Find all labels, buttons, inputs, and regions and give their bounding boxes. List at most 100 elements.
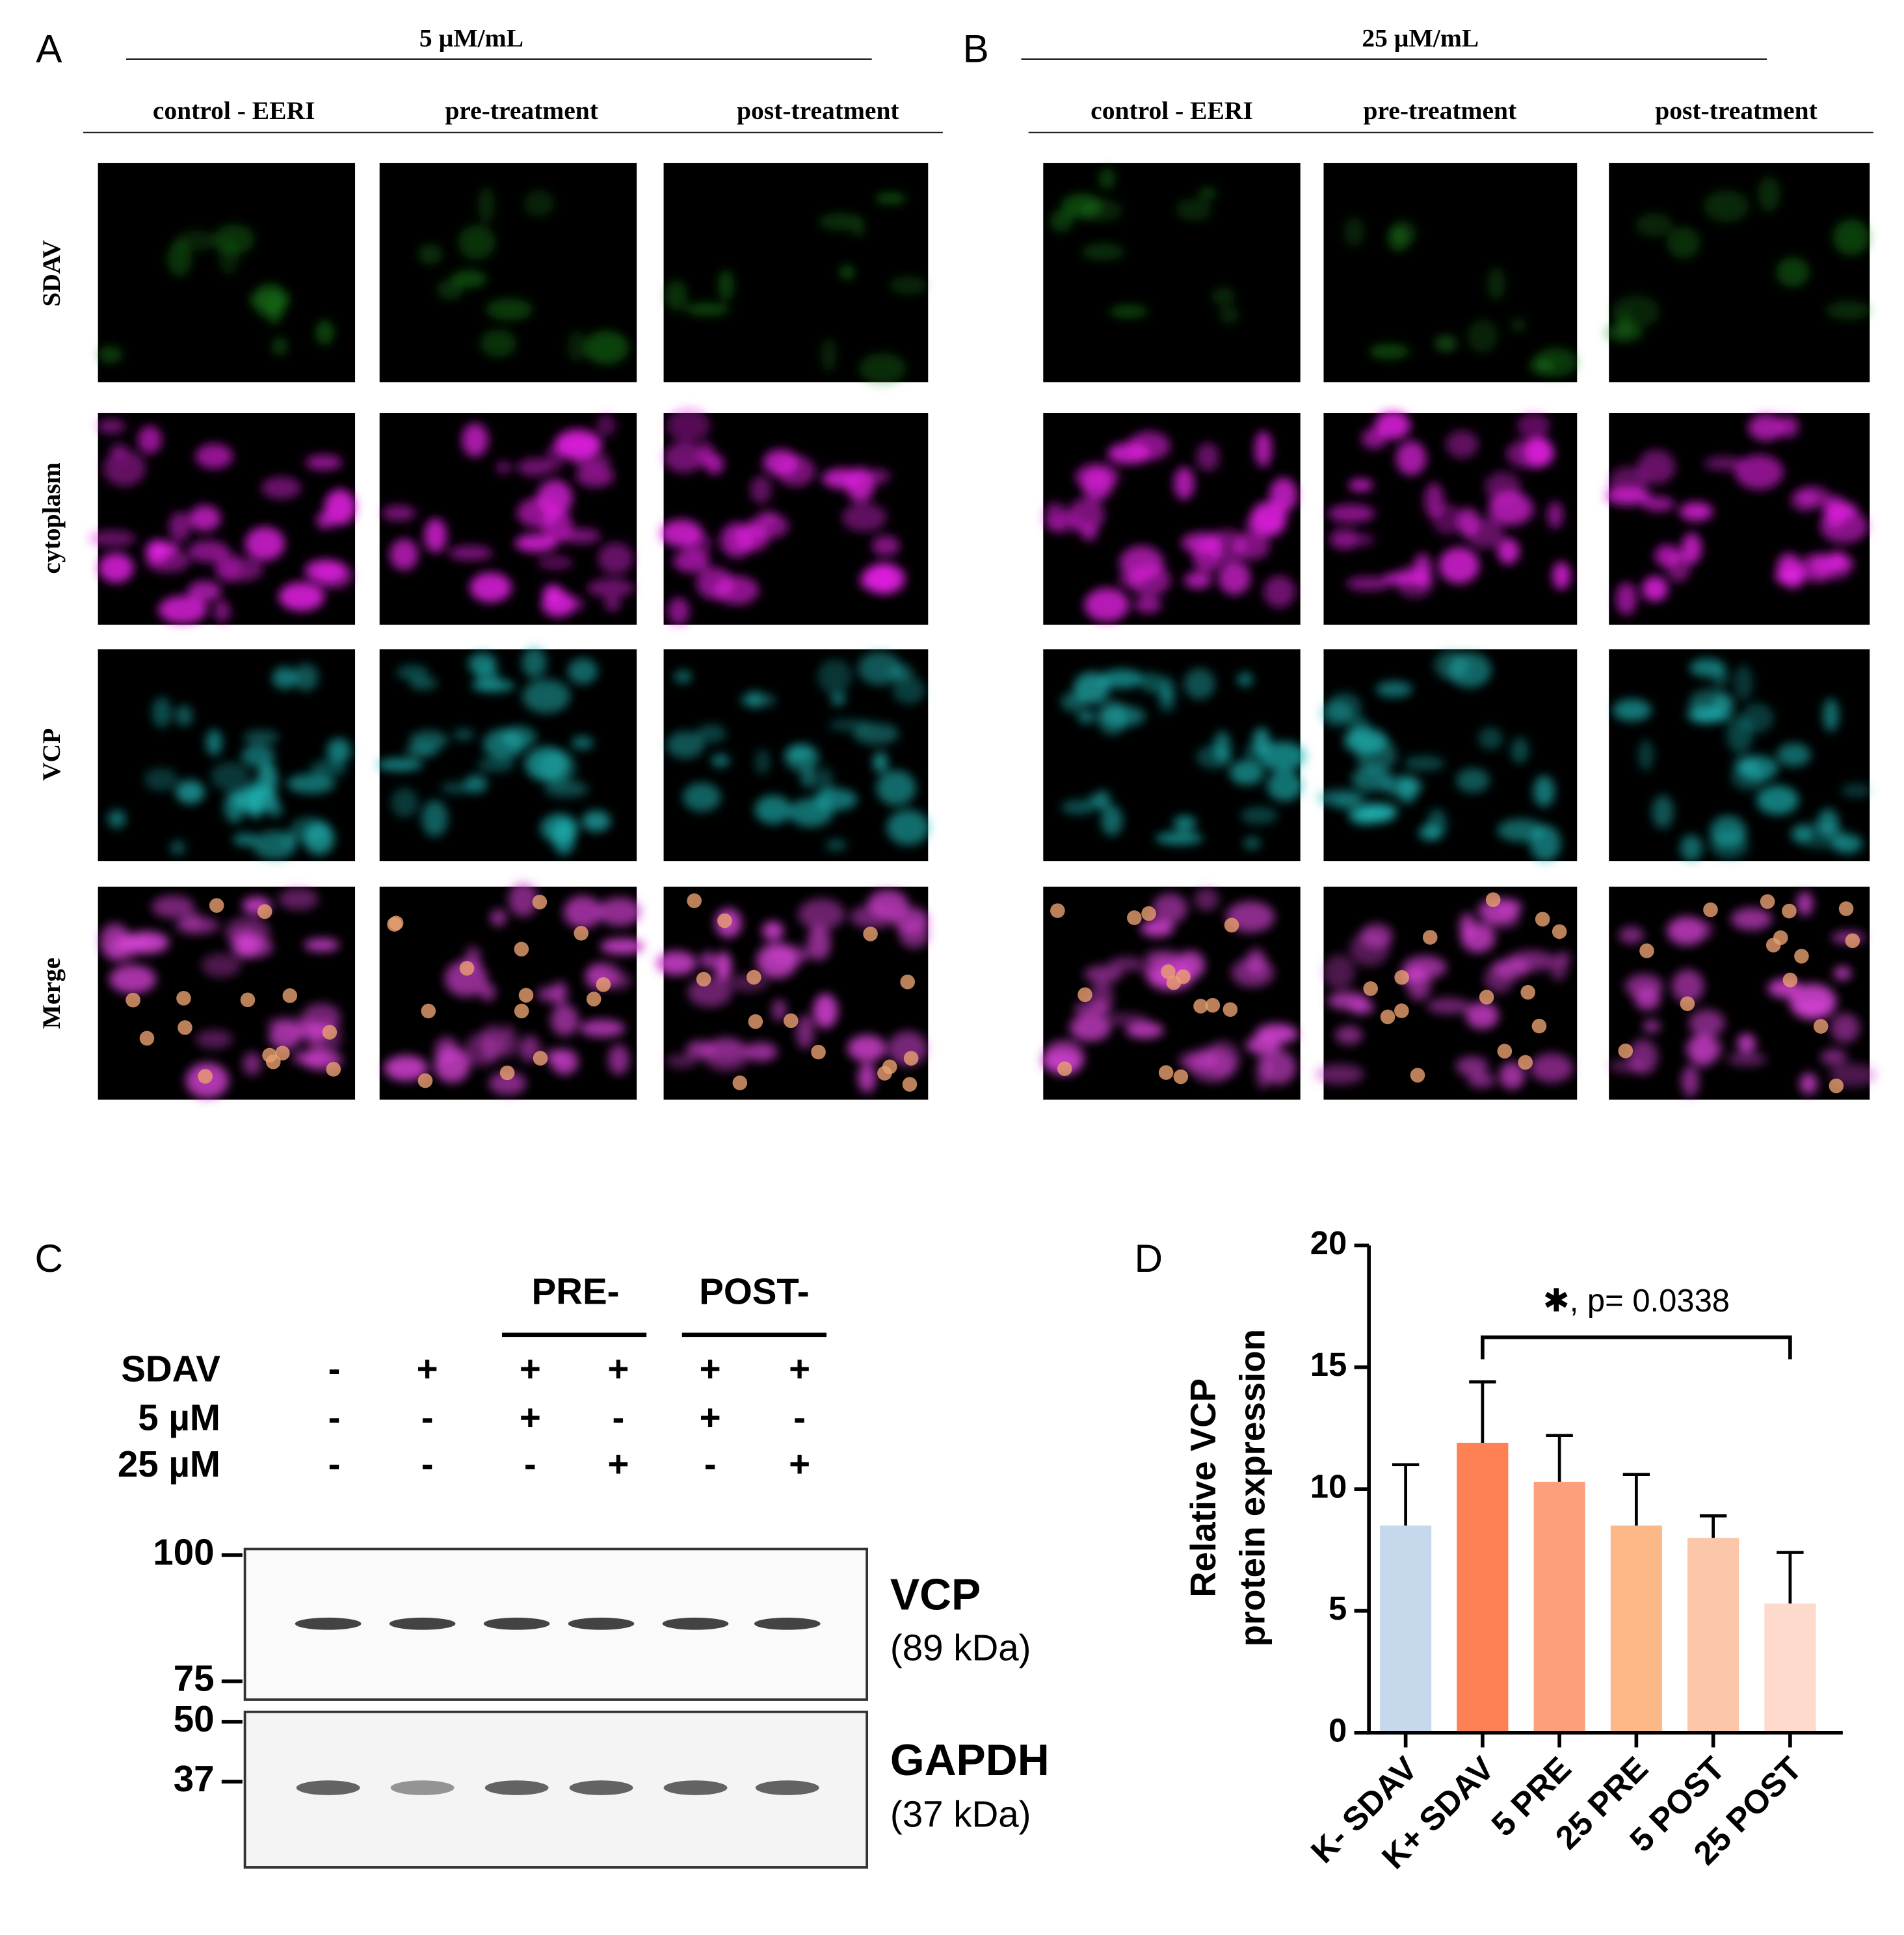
cells — [660, 408, 905, 625]
nucleus — [1193, 999, 1208, 1014]
cell — [211, 761, 250, 791]
cell — [271, 336, 289, 356]
condition-label: 5 µM — [138, 1397, 220, 1438]
column-header: control - EERI — [1091, 96, 1253, 125]
cell — [1530, 1053, 1574, 1083]
cell — [1348, 716, 1371, 746]
cell — [218, 240, 239, 275]
nucleus — [275, 1046, 290, 1060]
nucleus — [1782, 903, 1797, 919]
condition-sign: + — [607, 1443, 629, 1484]
nucleus — [1141, 906, 1156, 921]
cell — [667, 597, 690, 625]
marker-label: 37 — [174, 1758, 215, 1799]
gapdh-band — [484, 1780, 549, 1795]
cells — [1604, 176, 1871, 342]
nucleus — [903, 1051, 919, 1066]
cell — [152, 895, 195, 918]
cell — [1830, 1013, 1860, 1043]
cell — [1083, 965, 1122, 983]
cell — [1390, 220, 1417, 246]
cell — [858, 652, 902, 685]
cell — [280, 832, 298, 849]
cell — [483, 729, 525, 760]
cell — [1262, 1049, 1296, 1085]
nucleus — [326, 1062, 341, 1077]
cell — [800, 767, 817, 788]
cell — [1488, 490, 1531, 525]
nucleus — [499, 1065, 515, 1081]
condition-label: 25 µM — [118, 1443, 220, 1484]
cell — [253, 283, 288, 319]
nucleus — [1161, 964, 1176, 979]
cell — [1635, 213, 1673, 237]
cell — [1652, 795, 1674, 829]
condition-sign: + — [700, 1397, 721, 1438]
nucleus — [1520, 984, 1535, 1000]
condition-sign: + — [520, 1397, 541, 1438]
cell — [195, 443, 233, 469]
cell — [1246, 1035, 1281, 1055]
cell — [1343, 217, 1365, 247]
nucleus — [1531, 1018, 1547, 1034]
cell — [522, 647, 547, 678]
nucleus — [1618, 1043, 1633, 1059]
cell — [1499, 1062, 1525, 1090]
cell — [195, 1029, 233, 1049]
cell — [1667, 226, 1700, 259]
cell — [750, 475, 772, 504]
cell — [1335, 1025, 1363, 1045]
nucleus — [732, 1075, 748, 1090]
cell — [409, 676, 438, 691]
concentration-label: 25 µM/mL — [1362, 24, 1479, 53]
cell — [1638, 739, 1654, 771]
cell — [324, 489, 356, 525]
cell — [608, 1044, 629, 1075]
cell — [756, 943, 798, 979]
cell — [1776, 553, 1801, 584]
cell — [1403, 756, 1445, 771]
cell — [146, 540, 169, 564]
nucleus — [532, 895, 548, 910]
cell — [1634, 988, 1661, 1011]
nucleus — [1838, 901, 1854, 916]
nucleus — [240, 992, 256, 1008]
nucleus — [1057, 1061, 1072, 1076]
nucleus — [746, 969, 761, 985]
cell — [245, 527, 285, 561]
cell — [1637, 449, 1676, 484]
cells — [88, 419, 356, 624]
cell — [189, 505, 221, 532]
cell — [1654, 544, 1680, 568]
cell — [604, 597, 621, 611]
cell — [1467, 319, 1498, 353]
cell — [205, 729, 222, 756]
cell — [763, 449, 799, 476]
cell — [704, 1038, 746, 1061]
cell — [1612, 699, 1652, 722]
panel-letter: A — [36, 26, 62, 70]
marker-label: 50 — [174, 1698, 215, 1739]
condition-sign: - — [328, 1348, 341, 1389]
cell — [1099, 669, 1144, 689]
y-tick-label: 10 — [1310, 1468, 1347, 1505]
nucleus — [687, 893, 702, 908]
nucleus — [421, 1003, 436, 1019]
cell — [745, 1042, 778, 1062]
nucleus — [1050, 903, 1065, 918]
cell — [715, 951, 732, 982]
significance-annotation: ✱, p= 0.0338 — [1543, 1283, 1730, 1319]
cell — [1050, 210, 1074, 232]
cell — [754, 748, 771, 775]
cell — [1461, 923, 1496, 953]
vcp-band — [568, 1617, 635, 1630]
y-tick-label: 0 — [1329, 1711, 1347, 1748]
cell — [1081, 243, 1125, 261]
nucleus — [574, 926, 589, 941]
blot-name: VCP — [890, 1571, 981, 1620]
cell — [376, 758, 423, 771]
column-header: pre-treatment — [445, 96, 598, 125]
nucleus — [1224, 917, 1239, 933]
nucleus — [1394, 1003, 1409, 1018]
gapdh-band — [755, 1780, 819, 1795]
